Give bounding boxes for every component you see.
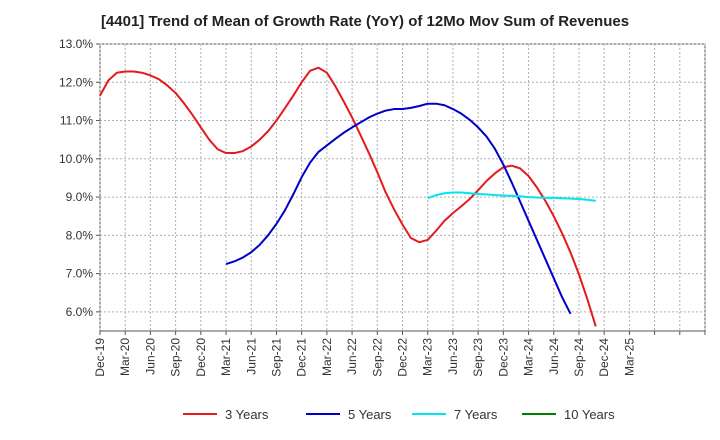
x-tick-label: Dec-19: [93, 338, 107, 377]
y-axis: 6.0% 7.0% 8.0% 9.0% 10.0% 11.0% 12.0% 13.0%: [59, 37, 100, 319]
legend-label-3-years: 3 Years: [225, 407, 269, 422]
x-tick-label: Dec-24: [597, 338, 611, 377]
plot-area: [99, 43, 706, 332]
y-tick-label: 10.0%: [59, 152, 93, 166]
x-tick-label: Dec-22: [396, 338, 410, 377]
legend-label-5-years: 5 Years: [348, 407, 392, 422]
x-tick-label: Jun-22: [345, 338, 359, 375]
x-tick-label: Mar-22: [320, 338, 334, 376]
y-tick-label: 11.0%: [60, 114, 93, 128]
y-tick-label: 13.0%: [59, 37, 93, 51]
y-tick-label: 12.0%: [59, 75, 93, 89]
x-tick-label: Dec-23: [496, 338, 510, 377]
x-tick-label: Mar-20: [118, 338, 132, 376]
chart-title: [4401] Trend of Mean of Growth Rate (YoY…: [101, 13, 629, 30]
legend-label-10-years: 10 Years: [564, 407, 615, 422]
x-tick-label: Jun-21: [244, 338, 258, 375]
y-tick-label: 9.0%: [66, 190, 94, 204]
series-line-3-years: [99, 66, 597, 327]
x-tick-label: Mar-24: [522, 338, 536, 376]
series-lines: [99, 66, 597, 327]
grid: [99, 43, 706, 331]
x-tick-label: Sep-24: [572, 338, 586, 377]
x-tick-label: Mar-21: [219, 338, 233, 376]
x-axis: Dec-19 Mar-20 Jun-20 Sep-20 Dec-20 Mar-21 Jun-…: [93, 331, 706, 377]
y-tick-label: 7.0%: [66, 267, 94, 281]
legend: 3 Years 5 Years 7 Years 10 Years: [183, 407, 615, 422]
x-tick-label: Sep-22: [370, 338, 384, 377]
x-tick-label: Sep-23: [471, 338, 485, 377]
legend-label-7-years: 7 Years: [454, 407, 498, 422]
y-tick-label: 6.0%: [66, 305, 94, 319]
series-line-7-years: [427, 191, 596, 202]
x-tick-label: Mar-25: [622, 338, 636, 376]
x-tick-label: Jun-24: [547, 338, 561, 375]
x-tick-label: Sep-20: [169, 338, 183, 377]
plot-frame: [99, 43, 706, 332]
x-tick-label: Dec-20: [194, 338, 208, 377]
series-line-5-years: [225, 102, 572, 315]
x-tick-label: Jun-20: [143, 338, 157, 375]
x-tick-label: Mar-23: [421, 338, 435, 376]
x-tick-label: Sep-21: [269, 338, 283, 377]
x-tick-label: Jun-23: [446, 338, 460, 375]
y-tick-label: 8.0%: [66, 228, 94, 242]
x-tick-label: Dec-21: [295, 338, 309, 377]
